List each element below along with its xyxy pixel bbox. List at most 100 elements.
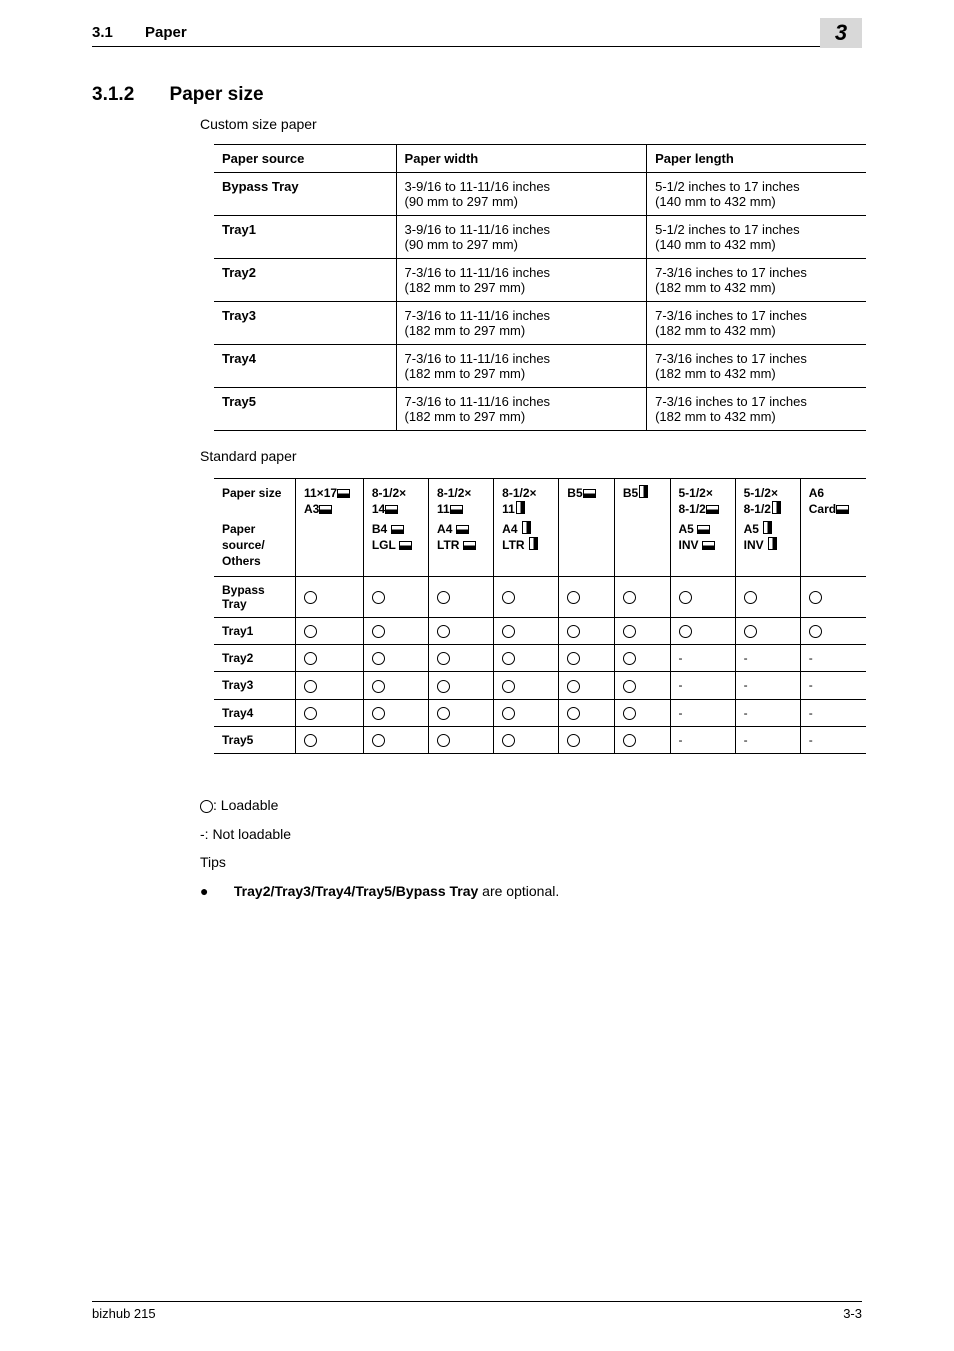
th-paper-width: Paper width [396,145,647,173]
custom-size-table: Paper source Paper width Paper length By… [214,144,866,431]
orient-portrait-icon [762,521,772,534]
dash-icon: - [679,651,683,665]
circle-icon [567,652,580,665]
section-heading: 3.1.2 Paper size [92,84,264,106]
cell [559,617,615,644]
circle-icon [567,680,580,693]
table-row: Tray3--- [214,672,866,699]
cell-source: Tray1 [214,216,396,259]
cell [494,644,559,671]
cell [429,699,494,726]
cell-source: Tray5 [214,388,396,431]
circle-icon [623,652,636,665]
circle-icon [437,625,450,638]
th-size-col: 11×17A3 [296,479,364,577]
cell-length: 7-3/16 inches to 17 inches(182 mm to 432… [647,345,866,388]
circle-icon [567,707,580,720]
cell-width: 7-3/16 to 11-11/16 inches(182 mm to 297 … [396,345,647,388]
row-label: Tray1 [214,617,296,644]
cell [559,672,615,699]
circle-icon [567,734,580,747]
cell: - [735,644,800,671]
orient-landscape-icon [836,504,849,514]
orient-portrait-icon [771,501,781,514]
cell-source: Tray3 [214,302,396,345]
header-section-title: Paper [145,24,187,41]
th-paper-length: Paper length [647,145,866,173]
dash-icon: - [809,678,813,692]
subtitle-standard: Standard paper [200,448,297,464]
cell-length: 7-3/16 inches to 17 inches(182 mm to 432… [647,388,866,431]
circle-icon [372,652,385,665]
circle-icon [623,734,636,747]
orient-landscape-icon [702,540,715,550]
table-header-row: Paper source Paper width Paper length [214,145,866,173]
cell [614,726,670,753]
tip-rest: are optional. [478,883,559,899]
circle-icon [679,591,692,604]
table-row: Tray47-3/16 to 11-11/16 inches(182 mm to… [214,345,866,388]
orient-landscape-icon [463,540,476,550]
cell [363,617,428,644]
header-paper-size: Paper size [222,485,287,521]
chapter-tab: 3 [820,18,862,48]
circle-icon [744,591,757,604]
cell [614,576,670,617]
orient-portrait-icon [521,521,531,534]
circle-icon [304,707,317,720]
row-label: Tray5 [214,726,296,753]
legend-not-loadable: -: Not loadable [200,821,559,848]
page-footer: bizhub 215 3-3 [92,1301,862,1321]
cell [429,726,494,753]
circle-icon [502,734,515,747]
cell [296,726,364,753]
cell [494,617,559,644]
footer-left: bizhub 215 [92,1306,156,1321]
row-label: Tray3 [214,672,296,699]
th-paper-source: Paper source [214,145,396,173]
cell [363,726,428,753]
th-size-col: 5-1/2×8-1/2A5 INV [670,479,735,577]
cell [614,672,670,699]
dash-icon: - [809,651,813,665]
cell [296,672,364,699]
cell-source: Tray2 [214,259,396,302]
circle-icon [372,707,385,720]
cell: - [735,699,800,726]
dash-icon: - [809,706,813,720]
orient-landscape-icon [706,504,719,514]
dash-icon: - [679,733,683,747]
orient-landscape-icon [456,524,469,534]
cell: - [800,644,866,671]
circle-icon [502,591,515,604]
cell-width: 7-3/16 to 11-11/16 inches(182 mm to 297 … [396,302,647,345]
footer-right: 3-3 [843,1306,862,1321]
th-size-col: B5 [614,479,670,577]
header-left: 3.1 Paper [92,24,187,41]
cell [363,576,428,617]
cell [559,699,615,726]
orient-landscape-icon [391,524,404,534]
cell [363,672,428,699]
circle-icon [502,680,515,693]
page-header: 3.1 Paper 3 [92,24,862,47]
table-row: Tray5--- [214,726,866,753]
table-row: Tray27-3/16 to 11-11/16 inches(182 mm to… [214,259,866,302]
cell [559,644,615,671]
orient-landscape-icon [583,488,596,498]
row-label: Tray4 [214,699,296,726]
circle-icon [304,680,317,693]
tip-bold: Tray2/Tray3/Tray4/Tray5/Bypass Tray [234,883,478,899]
orient-landscape-icon [337,488,350,498]
cell: - [735,672,800,699]
orient-landscape-icon [399,540,412,550]
table-row: Tray4--- [214,699,866,726]
th-paper-size-source: Paper size Paper source/ Others [214,479,296,577]
circle-icon [372,625,385,638]
circle-icon [809,591,822,604]
cell [363,644,428,671]
cell [429,617,494,644]
circle-icon [502,652,515,665]
circle-icon [567,625,580,638]
legend-loadable: : Loadable [200,792,559,819]
